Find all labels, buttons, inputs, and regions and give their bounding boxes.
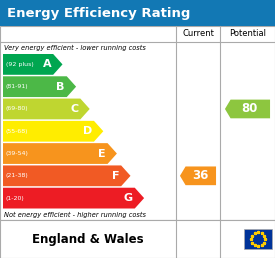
Text: Energy Efficiency Rating: Energy Efficiency Rating (7, 6, 190, 20)
Bar (0, 0, 275, 26)
Polygon shape (225, 100, 270, 118)
Text: A: A (43, 59, 51, 69)
Text: E: E (98, 149, 106, 158)
Bar (0, 220, 275, 258)
Text: B: B (56, 82, 65, 92)
Text: F: F (112, 171, 119, 181)
Bar (244, 229, 272, 249)
Text: (55-68): (55-68) (6, 129, 29, 134)
Polygon shape (3, 121, 103, 142)
Polygon shape (3, 76, 76, 97)
Text: Not energy efficient - higher running costs: Not energy efficient - higher running co… (4, 212, 146, 218)
Polygon shape (3, 165, 131, 186)
Bar (0, 26, 275, 220)
Text: (21-38): (21-38) (6, 173, 29, 178)
Text: Very energy efficient - lower running costs: Very energy efficient - lower running co… (4, 45, 146, 51)
Polygon shape (180, 166, 216, 185)
Text: (39-54): (39-54) (6, 151, 29, 156)
Polygon shape (3, 99, 90, 119)
Text: (1-20): (1-20) (6, 196, 25, 201)
Text: 36: 36 (192, 169, 208, 182)
Text: Current: Current (182, 29, 214, 38)
Text: G: G (124, 193, 133, 203)
Text: 80: 80 (241, 102, 258, 116)
Polygon shape (3, 143, 117, 164)
Text: D: D (83, 126, 92, 136)
Text: (69-80): (69-80) (6, 107, 29, 111)
Polygon shape (3, 54, 62, 75)
Text: Potential: Potential (229, 29, 266, 38)
Text: (92 plus): (92 plus) (6, 62, 34, 67)
Text: England & Wales: England & Wales (32, 232, 144, 246)
Text: C: C (70, 104, 78, 114)
Text: (81-91): (81-91) (6, 84, 29, 89)
Polygon shape (3, 188, 144, 208)
